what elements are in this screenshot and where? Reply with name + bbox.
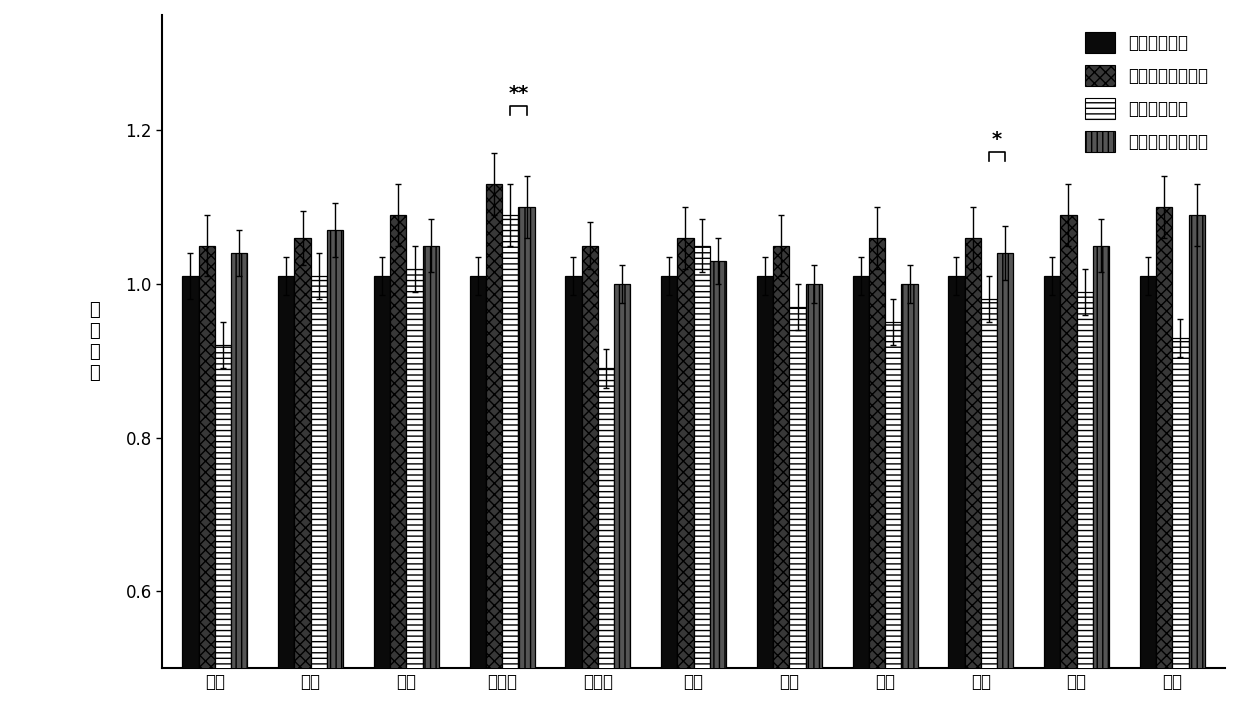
Bar — [198, 246, 215, 706]
Bar — [677, 238, 693, 706]
Bar — [182, 276, 198, 706]
Bar — [869, 238, 885, 706]
Bar — [486, 184, 502, 706]
Bar — [598, 369, 614, 706]
Bar — [965, 238, 981, 706]
Bar — [981, 299, 997, 706]
Bar — [407, 268, 423, 706]
Bar — [1156, 207, 1172, 706]
Bar — [997, 253, 1013, 706]
Bar — [693, 246, 711, 706]
Bar — [614, 284, 630, 706]
Bar — [1140, 276, 1156, 706]
Bar — [1076, 292, 1092, 706]
Text: *: * — [992, 131, 1002, 150]
Bar — [294, 238, 311, 706]
Text: **: ** — [508, 84, 528, 103]
Bar — [231, 253, 248, 706]
Bar — [215, 345, 231, 706]
Bar — [790, 307, 806, 706]
Bar — [1060, 215, 1076, 706]
Bar — [1044, 276, 1060, 706]
Bar — [806, 284, 822, 706]
Bar — [756, 276, 773, 706]
Bar — [1172, 337, 1189, 706]
Bar — [949, 276, 965, 706]
Legend: 急性期对照组, 脊髓损伤急性期组, 急性期对照组, 脊髓损伤急性期组: 急性期对照组, 脊髓损伤急性期组, 急性期对照组, 脊髓损伤急性期组 — [1076, 23, 1216, 161]
Bar — [327, 230, 343, 706]
Bar — [502, 215, 518, 706]
Bar — [885, 323, 901, 706]
Bar — [853, 276, 869, 706]
Bar — [582, 246, 598, 706]
Y-axis label: 相
对
浓
度: 相 对 浓 度 — [89, 301, 100, 382]
Bar — [1189, 215, 1205, 706]
Bar — [470, 276, 486, 706]
Bar — [311, 276, 327, 706]
Bar — [661, 276, 677, 706]
Bar — [711, 261, 727, 706]
Bar — [1092, 246, 1109, 706]
Bar — [773, 246, 790, 706]
Bar — [391, 215, 407, 706]
Bar — [565, 276, 582, 706]
Bar — [423, 246, 439, 706]
Bar — [518, 207, 534, 706]
Bar — [373, 276, 391, 706]
Bar — [278, 276, 294, 706]
Bar — [901, 284, 918, 706]
